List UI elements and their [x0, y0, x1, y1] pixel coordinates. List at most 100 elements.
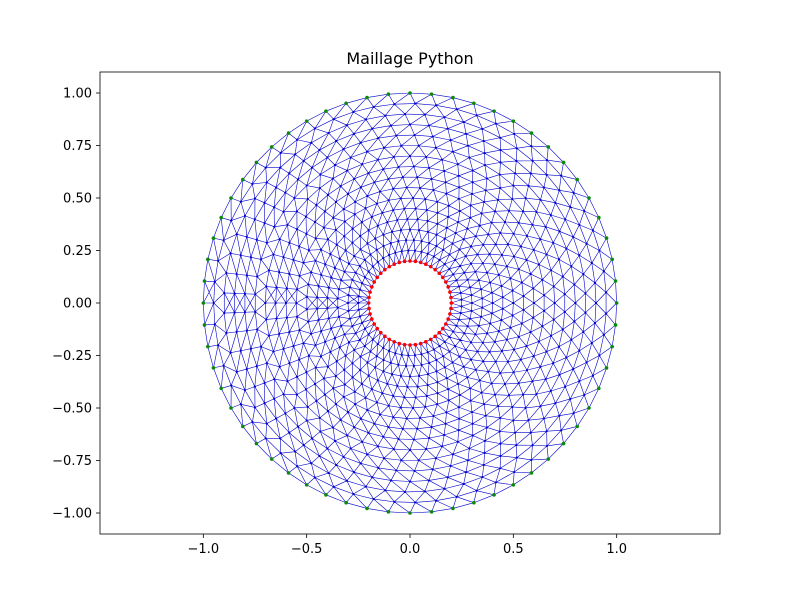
interior-node — [408, 154, 412, 158]
interior-node — [578, 349, 581, 352]
interior-node — [279, 166, 282, 169]
interior-node — [549, 389, 552, 393]
interior-node — [432, 255, 435, 258]
interior-node — [339, 185, 342, 188]
interior-node — [477, 324, 480, 327]
interior-node — [370, 388, 373, 391]
interior-node — [365, 150, 369, 153]
interior-node — [474, 333, 477, 336]
interior-node — [469, 262, 473, 265]
interior-node — [348, 286, 352, 289]
interior-node — [457, 406, 460, 409]
interior-node — [441, 158, 444, 161]
interior-node — [243, 389, 247, 392]
interior-node — [457, 429, 460, 432]
interior-node — [443, 263, 446, 266]
interior-node — [545, 158, 549, 162]
interior-node — [499, 416, 502, 420]
interior-node — [494, 481, 497, 484]
interior-node — [400, 459, 403, 462]
inner-boundary-node — [372, 322, 377, 326]
interior-node — [265, 422, 268, 425]
interior-node — [426, 230, 430, 233]
interior-node — [279, 437, 282, 440]
interior-node — [594, 301, 598, 305]
interior-node — [584, 292, 587, 295]
interior-node — [584, 311, 587, 314]
interior-node — [412, 438, 415, 441]
interior-node — [361, 440, 364, 443]
interior-node — [455, 495, 458, 498]
interior-node — [522, 393, 525, 396]
interior-node — [310, 271, 313, 274]
interior-node — [468, 156, 471, 159]
interior-node — [363, 345, 366, 348]
interior-node — [552, 318, 555, 321]
interior-node — [351, 325, 354, 328]
interior-node — [326, 193, 330, 197]
interior-node — [371, 127, 374, 130]
interior-node — [304, 388, 308, 391]
inner-boundary-node — [449, 295, 453, 300]
interior-node — [318, 454, 321, 458]
interior-node — [544, 225, 547, 228]
interior-node — [479, 288, 483, 291]
interior-node — [426, 252, 429, 255]
interior-node — [251, 420, 254, 424]
interior-node — [316, 307, 319, 310]
interior-node — [347, 294, 350, 297]
interior-node — [353, 213, 356, 216]
outer-boundary-node — [269, 457, 274, 461]
y-tick-label: 0.00 — [63, 297, 92, 312]
outer-boundary-node — [451, 506, 455, 511]
interior-node — [602, 333, 605, 336]
outer-boundary-node — [408, 91, 412, 95]
interior-node — [552, 362, 555, 365]
interior-node — [573, 320, 576, 323]
interior-node — [578, 254, 581, 257]
interior-node — [377, 466, 380, 469]
interior-node — [506, 243, 509, 246]
interior-node — [292, 258, 295, 262]
interior-node — [434, 146, 438, 149]
interior-node — [363, 327, 367, 330]
interior-node — [371, 476, 374, 479]
interior-node — [469, 245, 473, 248]
interior-node — [314, 344, 317, 347]
interior-node — [346, 192, 350, 195]
interior-node — [563, 310, 566, 313]
interior-node — [295, 301, 298, 305]
interior-node — [515, 456, 519, 459]
interior-node — [259, 345, 263, 348]
interior-node — [334, 228, 337, 231]
interior-node — [320, 330, 323, 333]
interior-node — [326, 365, 329, 368]
interior-node — [245, 274, 249, 277]
inner-boundary-node — [367, 306, 371, 311]
interior-node — [583, 393, 586, 397]
interior-node — [389, 124, 393, 127]
interior-node — [323, 210, 327, 213]
interior-node — [554, 201, 557, 204]
interior-node — [529, 172, 532, 175]
interior-node — [425, 447, 428, 451]
interior-node — [539, 365, 542, 368]
interior-node — [443, 487, 446, 490]
interior-node — [449, 139, 452, 142]
interior-node — [572, 412, 575, 415]
outer-boundary-node — [304, 119, 309, 123]
interior-node — [558, 373, 561, 376]
interior-node — [265, 362, 268, 365]
interior-node — [489, 281, 492, 284]
interior-node — [524, 196, 527, 200]
interior-node — [413, 354, 417, 357]
interior-node — [460, 298, 463, 301]
outer-boundary-node — [451, 95, 455, 100]
interior-node — [233, 292, 236, 295]
outer-boundary-node — [202, 323, 207, 327]
interior-node — [264, 301, 267, 305]
outer-boundary-node — [219, 386, 224, 391]
interior-node — [604, 312, 608, 315]
interior-node — [499, 186, 502, 190]
interior-node — [359, 368, 362, 372]
